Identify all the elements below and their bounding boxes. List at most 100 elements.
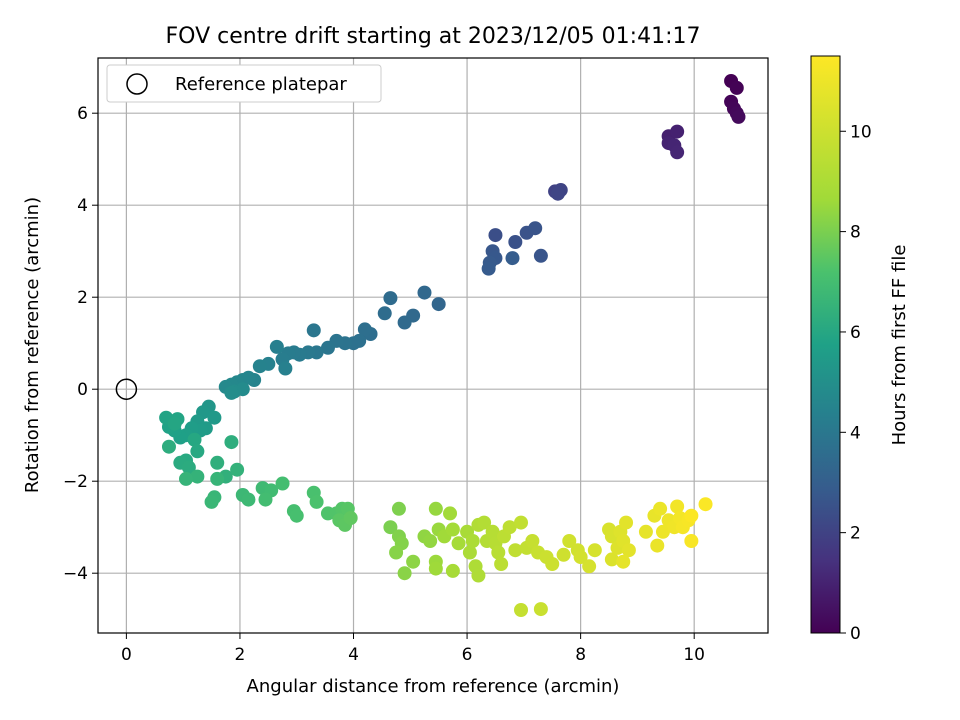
scatter-point — [638, 524, 653, 539]
scatter-point — [357, 322, 372, 337]
scatter-point — [210, 471, 225, 486]
scatter-point — [445, 522, 460, 537]
colorbar-tick-label: 6 — [850, 323, 861, 343]
scatter-point — [187, 432, 202, 447]
scatter-point — [528, 221, 543, 236]
scatter-point — [533, 248, 548, 263]
scatter-point — [505, 251, 520, 266]
colorbar-ticks: 0 2 4 6 8 10 — [840, 122, 872, 644]
scatter-point — [670, 124, 685, 139]
scatter-point — [383, 291, 398, 306]
y-tick-label: 4 — [77, 196, 88, 216]
scatter-point — [224, 435, 239, 450]
scatter-point — [207, 410, 222, 425]
scatter-point — [230, 462, 245, 477]
x-tick-label: 4 — [348, 645, 359, 665]
scatter-point — [502, 520, 517, 535]
scatter-point — [525, 534, 540, 548]
scatter-point — [428, 561, 443, 576]
scatter-point — [167, 416, 182, 431]
x-axis-label: Angular distance from reference (arcmin) — [247, 676, 620, 697]
colorbar-tick-label: 8 — [850, 223, 861, 243]
scatter-point — [731, 109, 746, 124]
scatter-point — [161, 439, 176, 454]
scatter-point — [428, 501, 443, 516]
scatter-point — [514, 603, 529, 617]
scatter-point — [477, 515, 492, 530]
colorbar — [810, 55, 841, 634]
scatter-point — [377, 306, 392, 321]
scatter-point — [533, 602, 548, 617]
scatter-point — [550, 186, 565, 201]
scatter-point — [653, 501, 668, 516]
scatter-point — [431, 297, 446, 312]
scatter-point — [621, 543, 636, 558]
scatter-point — [445, 563, 460, 578]
scatter-point — [494, 557, 509, 571]
colorbar-tick-label: 10 — [850, 122, 872, 142]
colorbar-tick-label: 2 — [850, 524, 861, 544]
scatter-point — [306, 323, 321, 338]
scatter-point — [616, 554, 631, 569]
x-tick-label: 10 — [683, 645, 705, 665]
data-points — [159, 74, 746, 617]
y-tick-label: −4 — [63, 564, 88, 584]
colorbar-label: Hours from first FF file — [889, 245, 910, 446]
scatter-point — [556, 547, 571, 562]
scatter-point — [179, 471, 194, 486]
plot-frame — [97, 57, 769, 634]
scatter-point — [587, 543, 602, 558]
scatter-point — [389, 545, 404, 560]
scatter-point — [684, 508, 699, 523]
scatter-point — [397, 315, 412, 330]
scatter-point — [481, 261, 496, 276]
y-tick-label: −2 — [63, 472, 88, 492]
chart-title: FOV centre drift starting at 2023/12/05 … — [166, 24, 701, 49]
x-axis-ticks: 0 2 4 6 8 10 — [121, 633, 705, 665]
y-axis-label: Rotation from reference (arcmin) — [22, 197, 43, 493]
x-tick-label: 0 — [121, 645, 132, 665]
scatter-point — [443, 506, 458, 521]
scatter-point — [670, 499, 685, 514]
scatter-point — [619, 515, 634, 530]
scatter-point — [423, 534, 438, 548]
scatter-point — [670, 145, 685, 160]
scatter-point — [258, 492, 273, 507]
scatter-point — [562, 534, 577, 548]
scatter-point — [241, 492, 256, 507]
y-tick-label: 6 — [77, 104, 88, 124]
scatter-point — [545, 557, 560, 571]
y-tick-label: 0 — [77, 380, 88, 400]
scatter-point — [471, 568, 486, 583]
scatter-point — [269, 339, 284, 354]
scatter-point — [417, 285, 432, 300]
x-tick-label: 6 — [462, 645, 473, 665]
legend: Reference platepar — [106, 64, 382, 103]
legend-entry-label: Reference platepar — [175, 74, 347, 95]
scatter-point — [224, 385, 239, 400]
scatter-point — [650, 538, 665, 553]
scatter-point — [383, 520, 398, 535]
scatter-point — [451, 536, 466, 551]
colorbar-tick-label: 4 — [850, 423, 861, 443]
scatter-point — [514, 515, 529, 530]
scatter-point — [655, 524, 670, 539]
scatter-point — [729, 80, 744, 95]
scatter-point — [320, 340, 335, 355]
legend-marker — [126, 73, 148, 95]
scatter-point — [406, 554, 421, 569]
y-tick-label: 2 — [77, 288, 88, 308]
y-axis-ticks: −4 −2 0 2 4 6 — [63, 104, 98, 584]
scatter-point — [684, 534, 699, 548]
scatter-point — [190, 444, 205, 459]
scatter-point — [204, 494, 219, 509]
scatter-point — [181, 460, 196, 475]
scatter-point — [275, 476, 290, 491]
colorbar-tick-label: 0 — [850, 624, 861, 644]
x-tick-label: 8 — [575, 645, 586, 665]
scatter-point — [210, 455, 225, 470]
legend-box — [106, 64, 382, 103]
scatter-point — [491, 545, 506, 560]
scatter-point — [289, 508, 304, 523]
scatter-point — [462, 545, 477, 560]
